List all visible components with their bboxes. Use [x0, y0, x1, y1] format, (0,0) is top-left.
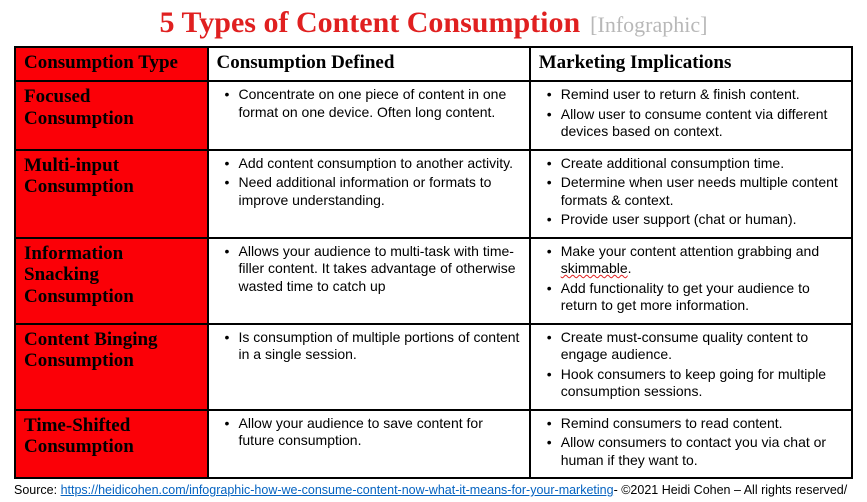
defined-cell: Concentrate on one piece of content in o…: [208, 81, 530, 150]
source-link[interactable]: https://heidicohen.com/infographic-how-w…: [61, 483, 614, 497]
table-row: Time-Shifted Consumption Allow your audie…: [15, 410, 852, 479]
bullet-item: Hook consumers to keep going for multipl…: [539, 366, 843, 401]
source-suffix: - ©2021 Heidi Cohen – All rights reserve…: [614, 483, 848, 497]
bullet-item: Allow your audience to save content for …: [217, 415, 521, 450]
col-header-implications: Marketing Implications: [530, 47, 852, 81]
consumption-table: Consumption Type Consumption Defined Mar…: [14, 46, 853, 479]
bullet-item: Add functionality to get your audience t…: [539, 280, 843, 315]
implications-cell: Make your content attention grabbing and…: [530, 238, 852, 324]
defined-cell: Is consumption of multiple portions of c…: [208, 324, 530, 410]
table-row: Focused Consumption Concentrate on one pi…: [15, 81, 852, 150]
table-row: Information Snacking ConsumptionAllows y…: [15, 238, 852, 324]
type-cell: Time-Shifted Consumption: [15, 410, 208, 479]
title-row: 5 Types of Content Consumption [Infograp…: [14, 6, 853, 40]
implications-cell: Remind consumers to read content.Allow c…: [530, 410, 852, 479]
type-cell: Information Snacking Consumption: [15, 238, 208, 324]
defined-cell: Allows your audience to multi-task with …: [208, 238, 530, 324]
bullet-item: Provide user support (chat or human).: [539, 211, 843, 229]
bullet-item: Make your content attention grabbing and…: [539, 243, 843, 278]
bullet-item: Allow user to consume content via differ…: [539, 106, 843, 141]
bullet-item: Create additional consumption time.: [539, 155, 843, 173]
table-row: Content Binging Consumption Is consumptio…: [15, 324, 852, 410]
bullet-item: Concentrate on one piece of content in o…: [217, 86, 521, 121]
defined-cell: Allow your audience to save content for …: [208, 410, 530, 479]
type-cell: Focused Consumption: [15, 81, 208, 150]
table-header-row: Consumption Type Consumption Defined Mar…: [15, 47, 852, 81]
bullet-item: Determine when user needs multiple conte…: [539, 174, 843, 209]
source-row: Source: https://heidicohen.com/infograph…: [14, 483, 853, 497]
implications-cell: Remind user to return & finish content. A…: [530, 81, 852, 150]
page-title: 5 Types of Content Consumption: [160, 6, 581, 39]
bullet-item: Create must-consume quality content to e…: [539, 329, 843, 364]
bullet-item: Remind consumers to read content.: [539, 415, 843, 433]
defined-cell: Add content consumption to another activ…: [208, 150, 530, 238]
table-row: Multi-input Consumption Add content consu…: [15, 150, 852, 238]
implications-cell: Create must-consume quality content to e…: [530, 324, 852, 410]
bullet-item: Is consumption of multiple portions of c…: [217, 329, 521, 364]
title-tag: [Infographic]: [590, 12, 707, 37]
type-cell: Content Binging Consumption: [15, 324, 208, 410]
col-header-type: Consumption Type: [15, 47, 208, 81]
bullet-item: Add content consumption to another activ…: [217, 155, 521, 173]
col-header-defined: Consumption Defined: [208, 47, 530, 81]
bullet-item: Allows your audience to multi-task with …: [217, 243, 521, 296]
bullet-item: Allow consumers to contact you via chat …: [539, 434, 843, 469]
type-cell: Multi-input Consumption: [15, 150, 208, 238]
source-label: Source:: [14, 483, 61, 497]
bullet-item: Need additional information or formats t…: [217, 174, 521, 209]
implications-cell: Create additional consumption time.Deter…: [530, 150, 852, 238]
bullet-item: Remind user to return & finish content.: [539, 86, 843, 104]
